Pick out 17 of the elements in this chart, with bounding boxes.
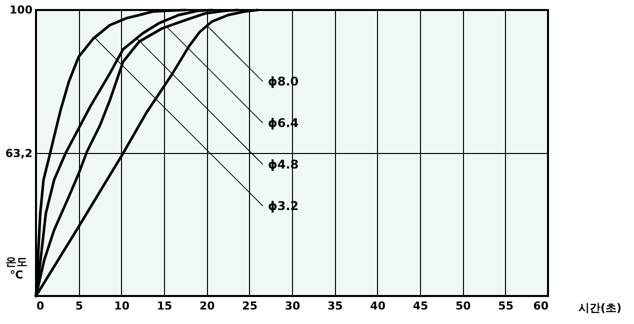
- x-tick-label: 35: [328, 300, 343, 312]
- x-tick-label: 10: [114, 300, 130, 312]
- x-tick-label: 50: [456, 300, 472, 312]
- x-tick-label: 20: [200, 300, 216, 312]
- y-tick-label: 63,2: [5, 146, 32, 160]
- x-tick-label: 60: [533, 300, 549, 312]
- x-tick-label: 30: [284, 300, 300, 312]
- x-tick-label: 55: [498, 300, 514, 312]
- x-tick-label: 5: [75, 300, 83, 312]
- y-axis-title: 온도 ℃: [6, 256, 28, 282]
- x-axis-title: 시간(초): [578, 302, 622, 314]
- x-tick-label: 0: [36, 300, 44, 312]
- x-tick-label: 45: [412, 300, 428, 312]
- x-tick-label: 40: [370, 300, 386, 312]
- x-tick-label: 15: [156, 300, 172, 312]
- x-tick-label: 25: [242, 300, 258, 312]
- y-tick-label: 100: [10, 4, 33, 16]
